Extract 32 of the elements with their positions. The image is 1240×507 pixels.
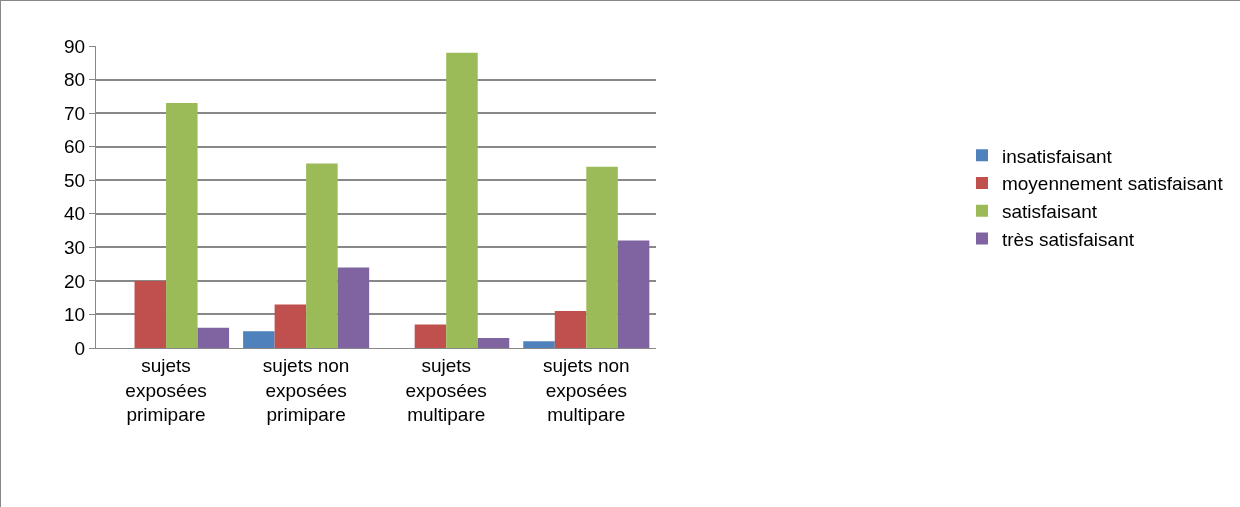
y-tick-label: 60 xyxy=(64,136,86,158)
legend-label: satisfaisant xyxy=(1001,201,1098,223)
y-tick-label: 20 xyxy=(64,270,86,292)
y-tick-label: 30 xyxy=(64,236,86,258)
y-tick-label: 50 xyxy=(64,169,86,191)
legend-label: moyennement satisfaisant xyxy=(1001,173,1224,195)
bar xyxy=(166,103,198,348)
bar xyxy=(274,304,307,348)
bar xyxy=(134,280,167,348)
bar xyxy=(243,331,275,348)
x-tick-label: sujets exposées multipare xyxy=(405,354,487,426)
y-tick-label: 90 xyxy=(64,35,86,57)
y-tick-label: 0 xyxy=(74,337,86,359)
bar xyxy=(554,311,587,348)
bar xyxy=(446,52,478,348)
y-tick-label: 70 xyxy=(64,102,86,124)
bar xyxy=(337,267,370,348)
bar xyxy=(586,166,618,348)
bar xyxy=(306,163,338,348)
y-tick-label: 80 xyxy=(64,69,86,91)
bar xyxy=(617,240,650,348)
y-tick-label: 40 xyxy=(64,203,86,225)
y-tick-label: 10 xyxy=(64,304,86,326)
bar xyxy=(477,337,510,348)
x-tick-label: sujets non exposées multipare xyxy=(542,354,630,426)
legend-label: insatisfaisant xyxy=(1001,145,1113,167)
legend-label: très satisfaisant xyxy=(1001,228,1135,250)
bar xyxy=(197,327,230,348)
x-tick-label: sujets exposées primipare xyxy=(125,354,207,426)
bar xyxy=(523,341,555,348)
x-tick-label: sujets non exposées primipare xyxy=(262,354,350,426)
bar xyxy=(414,324,447,348)
